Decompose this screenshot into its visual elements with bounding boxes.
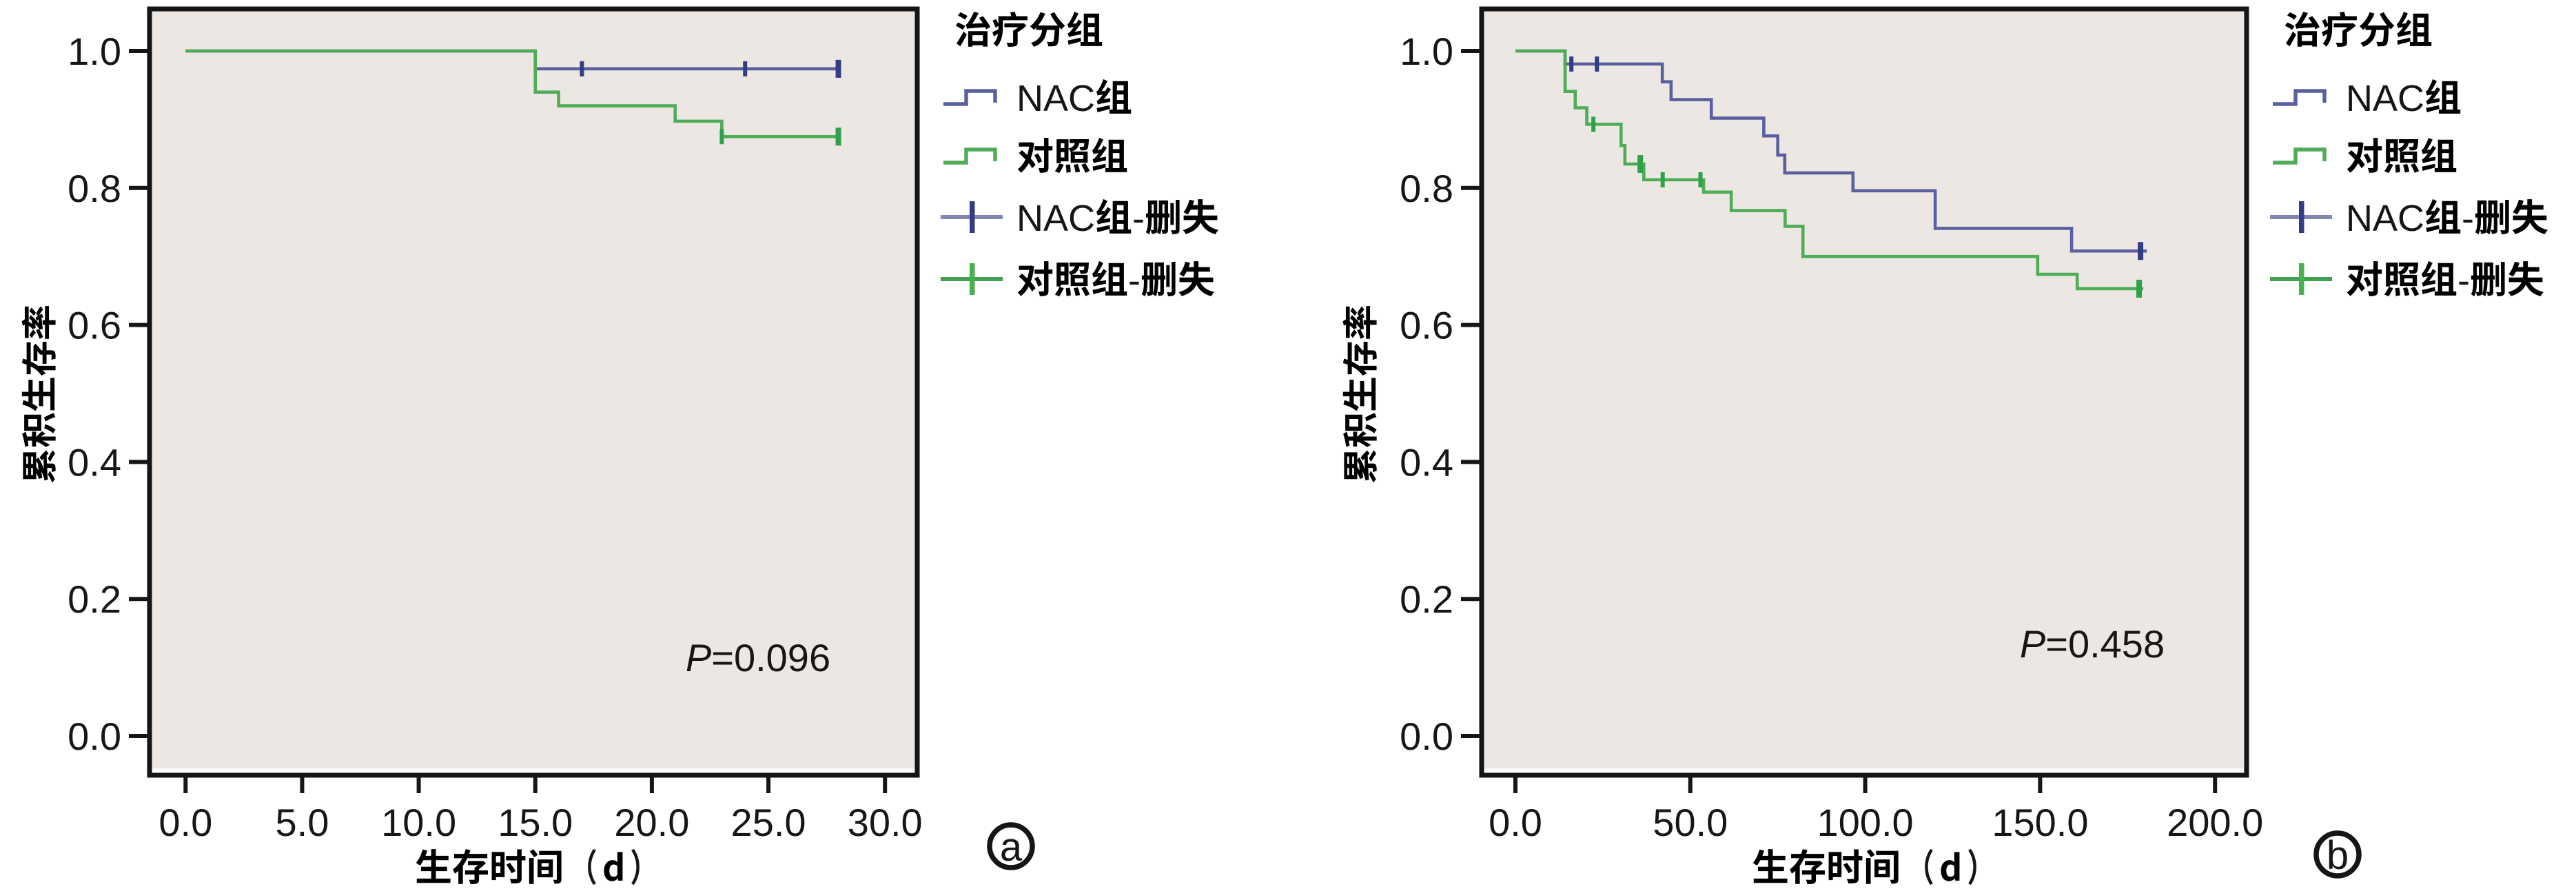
svg-text:0.2: 0.2	[1400, 577, 1453, 621]
svg-text:0.2: 0.2	[68, 577, 121, 621]
svg-text:200.0: 200.0	[2167, 801, 2263, 844]
svg-text:20.0: 20.0	[614, 801, 689, 844]
svg-text:NAC: NAC	[1016, 198, 1095, 239]
svg-text:25.0: 25.0	[731, 801, 806, 844]
svg-text:150.0: 150.0	[1992, 801, 2088, 844]
svg-text:-: -	[2462, 198, 2474, 239]
svg-text:1.0: 1.0	[68, 30, 121, 73]
svg-text:5.0: 5.0	[276, 801, 329, 844]
svg-text:P=0.458: P=0.458	[2020, 622, 2165, 666]
svg-text:30.0: 30.0	[848, 801, 923, 844]
svg-text:NAC: NAC	[2346, 198, 2424, 239]
svg-text:0.6: 0.6	[1400, 304, 1453, 347]
svg-text:-: -	[1132, 198, 1145, 239]
svg-text:0.4: 0.4	[1400, 440, 1453, 484]
svg-text:0.6: 0.6	[68, 304, 121, 347]
svg-text:50.0: 50.0	[1653, 801, 1728, 844]
svg-text:NAC: NAC	[1016, 78, 1095, 119]
svg-text:0.0: 0.0	[1489, 801, 1542, 844]
svg-text:a: a	[1000, 825, 1023, 870]
svg-text:-: -	[1128, 260, 1141, 301]
svg-text:0.4: 0.4	[68, 440, 121, 484]
svg-text:0.0: 0.0	[68, 715, 121, 758]
svg-text:0.8: 0.8	[1400, 167, 1453, 210]
svg-text:0.0: 0.0	[1400, 715, 1453, 758]
svg-text:0.8: 0.8	[68, 167, 121, 210]
svg-text:-: -	[2457, 260, 2470, 301]
svg-text:0.0: 0.0	[159, 801, 212, 844]
svg-text:15.0: 15.0	[498, 801, 573, 844]
svg-text:NAC: NAC	[2346, 78, 2424, 119]
svg-text:P=0.096: P=0.096	[686, 636, 830, 679]
svg-text:b: b	[2327, 833, 2349, 878]
svg-text:10.0: 10.0	[381, 801, 456, 844]
svg-text:1.0: 1.0	[1400, 30, 1453, 73]
svg-text:100.0: 100.0	[1817, 801, 1914, 844]
